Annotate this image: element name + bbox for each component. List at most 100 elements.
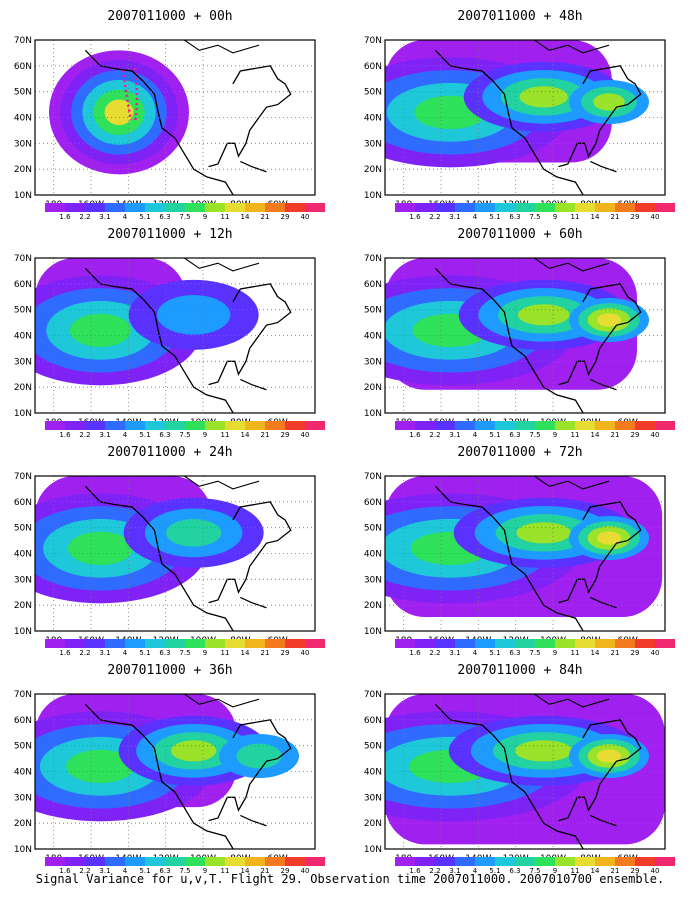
variance-map: 70N60N50N40N30N20N10N180160W140W120W100W…: [364, 690, 666, 864]
colorbar-label: 4: [472, 213, 478, 221]
colorbar-swatch: [495, 421, 515, 430]
colorbar-swatch: [185, 421, 205, 430]
colorbar-label: 21: [610, 649, 620, 657]
colorbar-swatch: [165, 203, 185, 212]
colorbar-label: 29: [280, 867, 290, 875]
colorbar-label: 1.6: [409, 213, 421, 221]
lat-tick-label: 40N: [14, 550, 32, 560]
variance-blob-central-level-1: [156, 295, 231, 335]
colorbar-swatch: [285, 421, 305, 430]
colorbar-label: 21: [260, 649, 270, 657]
colorbar-swatch: [515, 203, 535, 212]
colorbar-label: 5.1: [489, 431, 501, 439]
colorbar-swatch: [165, 639, 185, 648]
lat-tick-label: 50N: [364, 306, 382, 316]
colorbar-label: 4: [122, 213, 128, 221]
colorbar-swatch: [185, 857, 205, 866]
colorbar-swatch: [145, 857, 165, 866]
colorbar-label: 6.3: [159, 649, 171, 657]
colorbar-label: 4: [472, 649, 478, 657]
colorbar-swatch: [555, 639, 575, 648]
colorbar-swatch: [495, 857, 515, 866]
colorbar-label: 2.2: [79, 867, 91, 875]
colorbar-swatch: [415, 639, 435, 648]
lat-tick-label: 60N: [364, 62, 382, 72]
lat-tick-label: 60N: [14, 498, 32, 508]
colorbar-label: 7.5: [179, 649, 191, 657]
lat-tick-label: 50N: [364, 524, 382, 534]
colorbar-swatch: [435, 639, 455, 648]
colorbar-label: 7.5: [179, 867, 191, 875]
colorbar-swatch: [555, 857, 575, 866]
colorbar-swatch: [535, 639, 555, 648]
colorbar-swatch: [225, 857, 245, 866]
colorbar-swatch: [415, 421, 435, 430]
panel-title: 2007011000 + 12h: [107, 227, 233, 242]
lat-tick-label: 10N: [14, 627, 32, 637]
colorbar-swatch: [635, 857, 655, 866]
colorbar-swatch: [435, 203, 455, 212]
colorbar-swatch: [655, 857, 675, 866]
lat-tick-label: 50N: [364, 742, 382, 752]
colorbar-label: 29: [630, 867, 640, 875]
lat-tick-label: 50N: [14, 524, 32, 534]
colorbar-label: 40: [300, 867, 310, 875]
colorbar-label: 9: [552, 649, 558, 657]
colorbar-swatch: [615, 639, 635, 648]
colorbar-swatch: [615, 421, 635, 430]
colorbar-label: 5.1: [139, 867, 151, 875]
colorbar-label: 9: [202, 213, 208, 221]
arctic-islands: [534, 40, 610, 54]
panel-title: 2007011000 + 36h: [107, 663, 233, 678]
colorbar-swatch: [165, 421, 185, 430]
variance-blob-central-level-3: [514, 740, 573, 762]
colorbar-label: 40: [650, 213, 660, 221]
colorbar-label: 7.5: [179, 213, 191, 221]
colorbar-label: 1.6: [59, 649, 71, 657]
colorbar-swatch: [205, 203, 225, 212]
colorbar-swatch: [455, 639, 475, 648]
colorbar-swatch: [455, 203, 475, 212]
lat-tick-label: 20N: [364, 165, 382, 175]
colorbar-swatch: [245, 639, 265, 648]
colorbar-swatch: [125, 421, 145, 430]
colorbar-label: 1.6: [59, 867, 71, 875]
colorbar-label: 2.2: [79, 649, 91, 657]
caribbean-islands: [240, 596, 267, 609]
colorbar-label: 3.1: [99, 213, 111, 221]
colorbar-label: 21: [260, 213, 270, 221]
panel-title: 2007011000 + 48h: [457, 9, 583, 24]
variance-map: 70N60N50N40N30N20N10N180160W140W120W100W…: [14, 36, 316, 210]
panel-title: 2007011000 + 60h: [457, 227, 583, 242]
colorbar-label: 5.1: [139, 649, 151, 657]
colorbar-label: 3.1: [449, 431, 461, 439]
variance-blob-level-5: [104, 99, 134, 126]
colorbar: 1.6 2.2 3.1 4 5.1 6.3 7.5 9 11 14 21 29 40: [45, 857, 325, 879]
colorbar-label: 21: [260, 867, 270, 875]
colorbar-swatch: [65, 639, 85, 648]
colorbar-label: 40: [650, 649, 660, 657]
colorbar-label: 3.1: [99, 649, 111, 657]
lat-tick-label: 40N: [364, 332, 382, 342]
lat-tick-label: 20N: [14, 383, 32, 393]
colorbar-swatch: [245, 421, 265, 430]
colorbar-label: 29: [630, 431, 640, 439]
colorbar-label: 2.2: [429, 649, 441, 657]
colorbar-label: 5.1: [489, 649, 501, 657]
lat-tick-label: 10N: [14, 191, 32, 201]
colorbar-swatch: [265, 857, 285, 866]
colorbar-swatch: [285, 639, 305, 648]
colorbar-swatch: [245, 857, 265, 866]
variance-blob-east-level-3: [596, 531, 622, 545]
lat-tick-label: 30N: [14, 357, 32, 367]
colorbar-swatch: [475, 857, 495, 866]
colorbar-swatch: [265, 421, 285, 430]
arctic-islands: [184, 694, 260, 708]
colorbar-swatch: [395, 857, 415, 866]
lat-tick-label: 20N: [14, 819, 32, 829]
panel-title: 2007011000 + 00h: [107, 9, 233, 24]
arctic-islands: [534, 258, 610, 272]
lat-tick-label: 70N: [364, 472, 382, 482]
colorbar-swatch: [45, 203, 65, 212]
colorbar-label: 4: [122, 649, 128, 657]
